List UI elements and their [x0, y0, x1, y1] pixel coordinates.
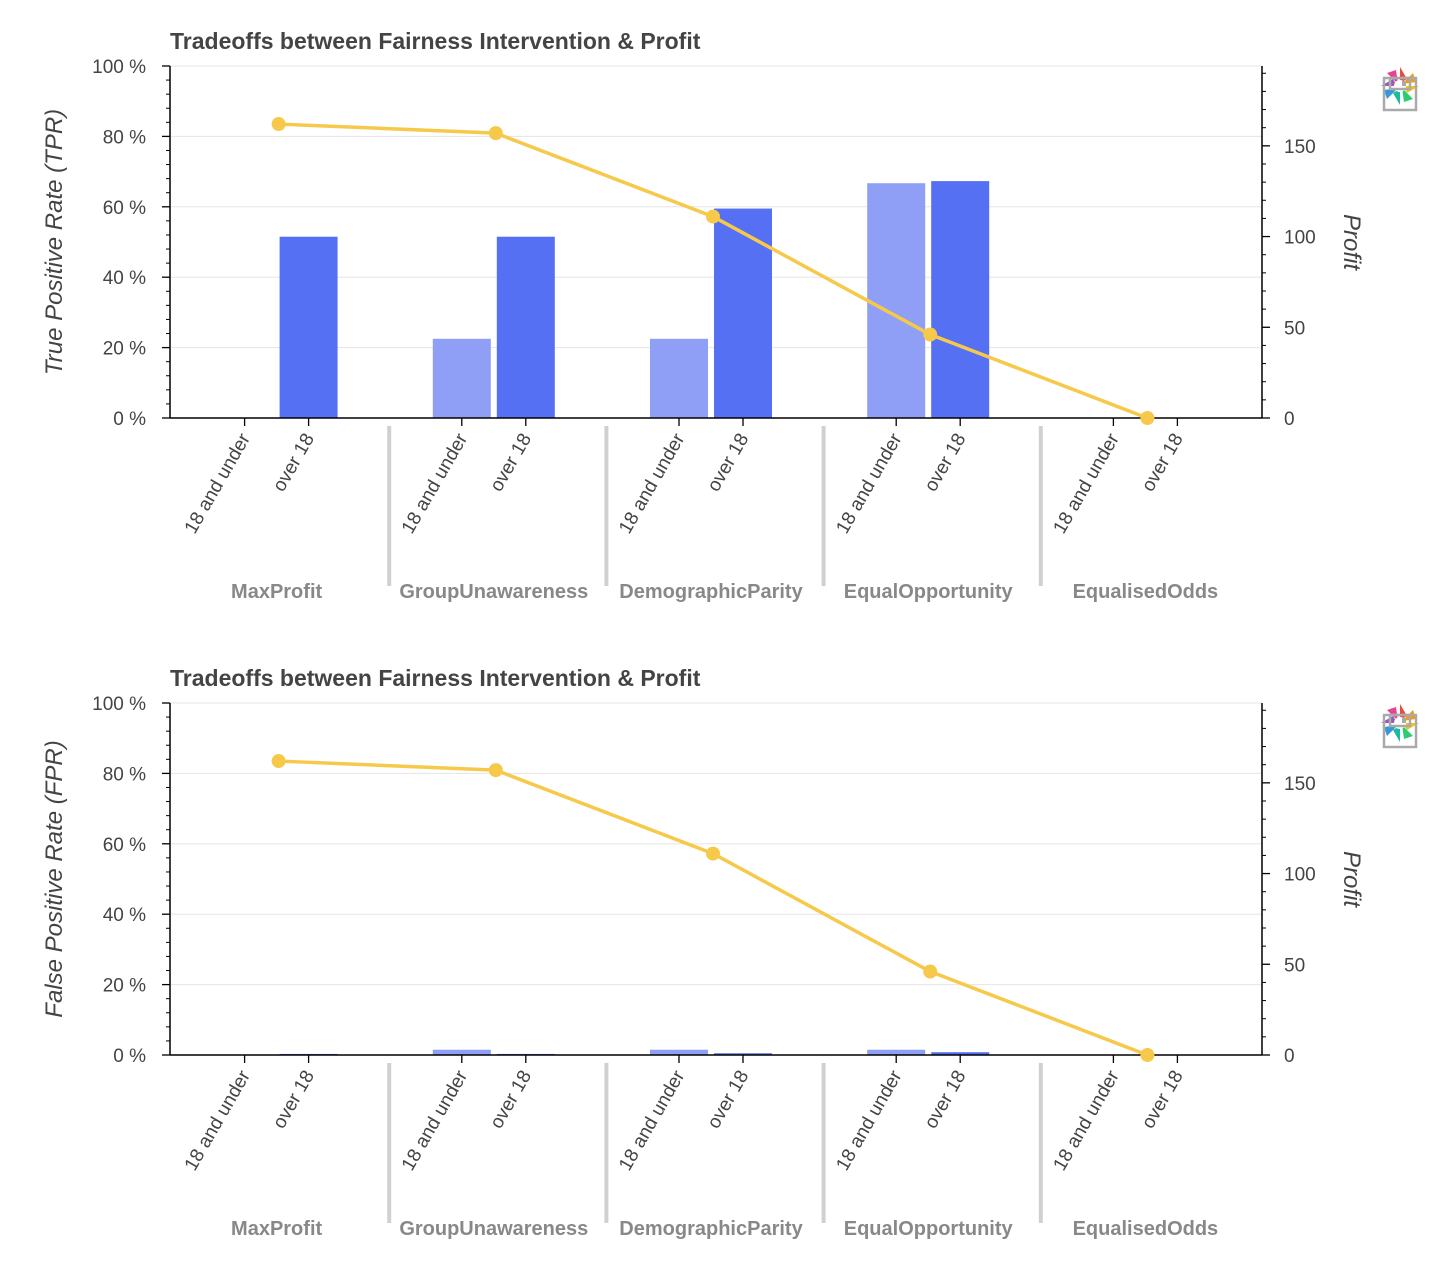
x-tick-label: over 18 [1138, 1067, 1188, 1132]
x-tick-label: over 18 [1138, 430, 1188, 495]
y2-tick-label: 100 [1284, 865, 1316, 886]
x-tick-label: over 18 [269, 430, 319, 495]
fpr-chart-svg: Tradeoffs between Fairness Intervention … [41, 665, 1365, 1240]
profit-line [278, 759, 1149, 1057]
save-icon[interactable] [1382, 76, 1418, 112]
chart-title: Tradeoffs between Fairness Intervention … [170, 28, 701, 54]
x-tick-label: 18 and under [1050, 429, 1125, 537]
x-tick-label: 18 and under [181, 1066, 256, 1174]
y2-tick-label: 100 [1284, 228, 1316, 249]
y2-tick-label: 150 [1284, 774, 1316, 795]
profit-point-EqualOpportunity [923, 327, 938, 342]
profit-point-MaxProfit [271, 117, 286, 132]
y2-tick-label: 50 [1284, 955, 1305, 976]
bar-DemographicParity-over-18 [714, 208, 772, 418]
bar-MaxProfit-over-18 [279, 236, 338, 418]
x-tick-label: 18 and under [832, 1066, 907, 1174]
x-tick-label: over 18 [703, 430, 753, 495]
y2-axis-label: Profit [1338, 214, 1365, 271]
y-axis-label: True Positive Rate (TPR) [41, 109, 68, 375]
bokeh-logo-icon[interactable] [1378, 701, 1422, 745]
bar-DemographicParity-under-18 [650, 338, 708, 418]
x-tick-label: over 18 [921, 430, 971, 495]
group-label: MaxProfit [231, 581, 322, 603]
group-label: EqualOpportunity [844, 581, 1014, 603]
profit-point-GroupUnawareness [488, 126, 503, 141]
y-tick-label: 60 % [103, 198, 146, 219]
bar-EqualOpportunity-under-18 [867, 183, 926, 418]
x-tick-label: 18 and under [832, 429, 907, 537]
x-tick-label: over 18 [486, 430, 536, 495]
profit-point-EqualOpportunity [923, 964, 938, 979]
group-label: EqualisedOdds [1073, 581, 1219, 603]
x-tick-label: over 18 [921, 1067, 971, 1132]
group-label: EqualOpportunity [844, 1218, 1014, 1240]
group-label: GroupUnawareness [399, 581, 588, 603]
y-tick-label: 20 % [103, 339, 146, 360]
y2-tick-label: 50 [1284, 318, 1305, 339]
x-tick-label: 18 and under [615, 429, 690, 537]
group-label: DemographicParity [619, 1218, 803, 1240]
group-label: GroupUnawareness [399, 1218, 588, 1240]
profit-point-EqualisedOdds [1140, 1048, 1155, 1062]
y-tick-label: 40 % [103, 905, 146, 926]
y-tick-label: 100 % [92, 57, 146, 78]
profit-point-DemographicParity [706, 846, 720, 861]
y-tick-label: 40 % [103, 268, 146, 289]
y-tick-label: 80 % [103, 764, 146, 785]
y2-tick-label: 0 [1284, 409, 1295, 430]
bar-EqualOpportunity-over-18 [931, 181, 990, 418]
bar-EqualOpportunity-under-18 [867, 1049, 926, 1055]
bar-GroupUnawareness-under-18 [432, 1049, 491, 1055]
x-tick-label: over 18 [269, 1067, 319, 1132]
y2-tick-label: 0 [1284, 1046, 1295, 1067]
bar-DemographicParity-under-18 [650, 1049, 708, 1055]
bar-GroupUnawareness-over-18 [496, 236, 555, 418]
x-tick-label: 18 and under [398, 1066, 473, 1174]
bar-EqualOpportunity-over-18 [931, 1052, 990, 1055]
x-tick-label: 18 and under [181, 429, 256, 537]
y-tick-label: 0 % [113, 409, 146, 430]
y2-tick-label: 150 [1284, 137, 1316, 158]
y2-axis-label: Profit [1338, 851, 1365, 908]
chart-title: Tradeoffs between Fairness Intervention … [170, 665, 701, 691]
x-tick-label: 18 and under [615, 1066, 690, 1174]
x-tick-label: over 18 [486, 1067, 536, 1132]
profit-line [278, 122, 1149, 420]
group-label: EqualisedOdds [1073, 1218, 1219, 1240]
y-axis-label: False Positive Rate (FPR) [41, 740, 68, 1017]
bar-DemographicParity-over-18 [714, 1053, 772, 1055]
y-tick-label: 80 % [103, 127, 146, 148]
fpr-chart: Tradeoffs between Fairness Intervention … [0, 637, 1450, 1257]
bar-GroupUnawareness-under-18 [432, 338, 491, 418]
y-tick-label: 20 % [103, 976, 146, 997]
y-tick-label: 60 % [103, 835, 146, 856]
group-label: MaxProfit [231, 1218, 322, 1240]
save-icon[interactable] [1382, 713, 1418, 749]
x-tick-label: 18 and under [398, 429, 473, 537]
tpr-chart-svg: Tradeoffs between Fairness Intervention … [41, 28, 1365, 603]
profit-point-DemographicParity [706, 209, 720, 224]
x-tick-label: over 18 [703, 1067, 753, 1132]
tpr-chart: Tradeoffs between Fairness Intervention … [0, 0, 1450, 620]
profit-point-MaxProfit [271, 754, 286, 769]
profit-point-GroupUnawareness [488, 763, 503, 778]
profit-point-EqualisedOdds [1140, 411, 1155, 425]
y-tick-label: 0 % [113, 1046, 146, 1067]
y-tick-label: 100 % [92, 694, 146, 715]
x-tick-label: 18 and under [1050, 1066, 1125, 1174]
group-label: DemographicParity [619, 581, 803, 603]
